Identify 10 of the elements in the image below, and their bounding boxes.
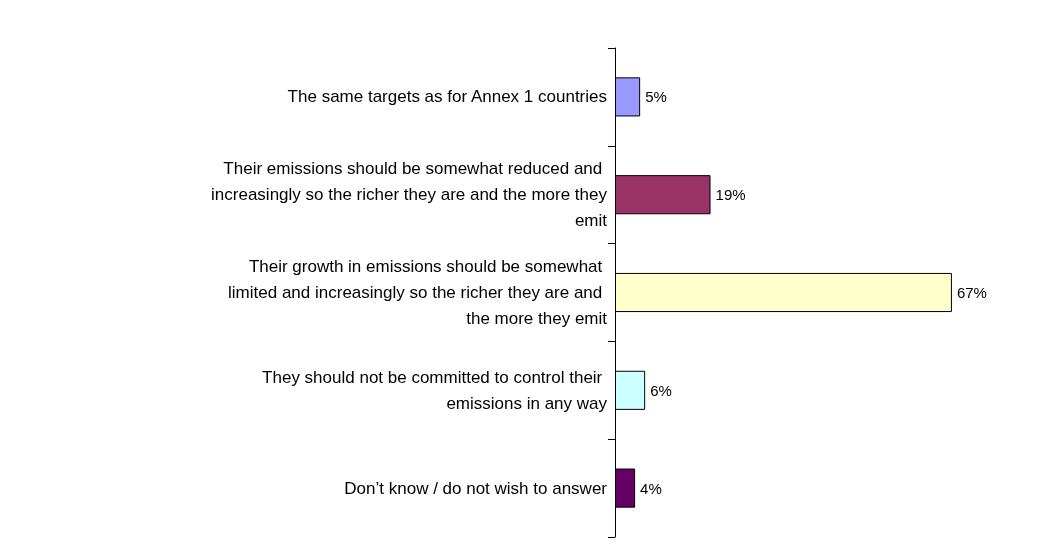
data-label: 5% [645, 88, 667, 106]
data-label: 6% [650, 381, 672, 399]
y-tick-label: Their emissions should be somewhat reduced and increasingly so the richer they are and the more they emit [211, 159, 608, 231]
data-label: 67% [956, 284, 987, 301]
y-tick-label: Their growth in emissions should be somewhat limited and increasingly so the richer they are and the more they emit [228, 257, 608, 328]
y-tick-label: Don’t know / do not wish to answer [344, 478, 608, 498]
y-tick-label: They should not be committed to control their emissions in any way [262, 367, 608, 413]
data-label: 4% [640, 479, 662, 497]
y-tick-label: The same targets as for Annex 1 countries [287, 87, 607, 107]
data-label: 19% [715, 186, 746, 204]
